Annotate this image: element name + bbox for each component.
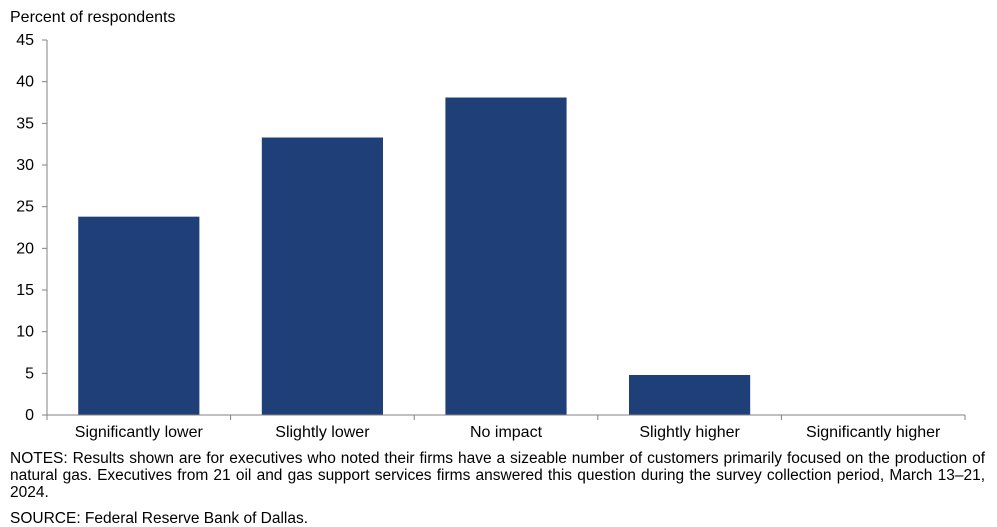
x-tick-label: Slightly lower (275, 424, 370, 441)
y-tick-label: 15 (16, 282, 34, 299)
notes: NOTES: Results shown are for executives … (10, 450, 985, 501)
x-tick-label: Significantly lower (75, 424, 204, 441)
y-tick-label: 40 (16, 74, 34, 91)
y-tick-label: 20 (16, 240, 34, 257)
notes-text: NOTES: Results shown are for executives … (10, 450, 985, 501)
y-tick-label: 5 (25, 365, 34, 382)
y-tick-label: 30 (16, 157, 34, 174)
bar (445, 97, 567, 415)
x-axis-labels: Significantly lower Slightly lower No impa… (46, 415, 966, 441)
y-tick-label: 25 (16, 199, 34, 216)
y-tick-label: 45 (16, 32, 34, 49)
y-tick-label: 35 (16, 115, 34, 132)
y-axis-ticks: 0 5 10 15 20 25 30 35 40 45 (16, 32, 47, 424)
bar (261, 137, 383, 415)
x-tick-label: No impact (470, 424, 543, 441)
x-tick-label: Significantly higher (806, 424, 941, 441)
bar (78, 216, 200, 415)
y-tick-label: 10 (16, 324, 34, 341)
y-tick-label: 0 (25, 407, 34, 424)
source-text: SOURCE: Federal Reserve Bank of Dallas. (10, 510, 309, 527)
bar (629, 375, 751, 415)
x-tick-label: Slightly higher (639, 424, 740, 441)
bar-chart: Percent of respondents 0 5 10 15 20 25 30 35 40 4… (10, 9, 966, 441)
y-axis-label: Percent of respondents (10, 9, 175, 26)
bars (78, 97, 751, 415)
